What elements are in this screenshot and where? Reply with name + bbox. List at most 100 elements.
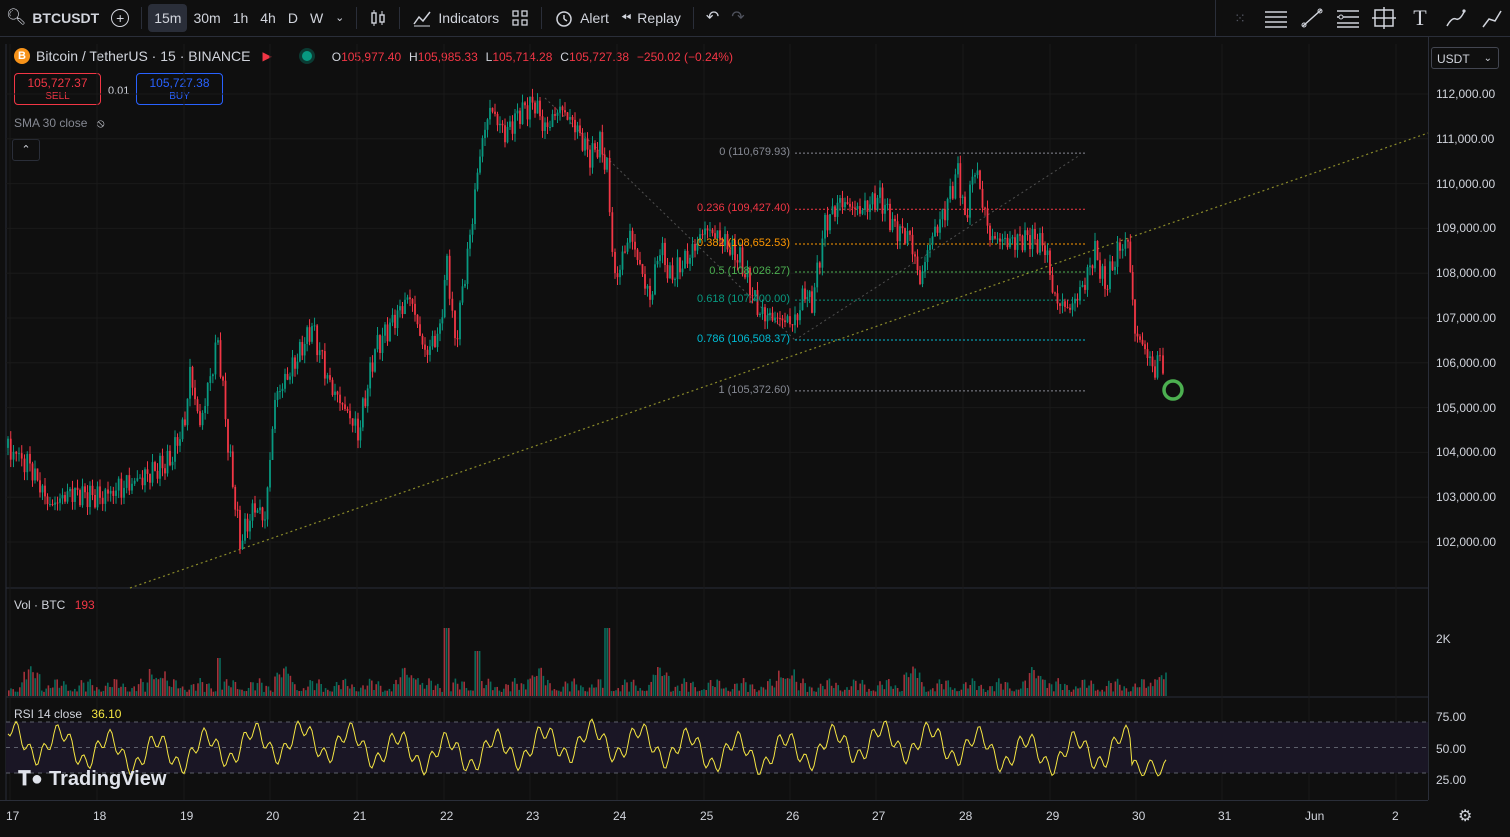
symbol-search-button[interactable]: 🔍︎ BTCUSDT bbox=[0, 4, 105, 32]
interval-dropdown-button[interactable]: ⌄ bbox=[329, 4, 350, 32]
volume-bar bbox=[157, 679, 160, 696]
replay-button[interactable]: ⏪︎ Replay bbox=[615, 4, 687, 32]
candle-body bbox=[1116, 242, 1119, 267]
tradingview-watermark[interactable]: 𝐓● TradingView bbox=[18, 768, 166, 791]
volume-bar bbox=[27, 669, 30, 696]
market-status-icon[interactable] bbox=[301, 51, 312, 61]
volume-bar bbox=[485, 684, 487, 696]
volume-bar bbox=[267, 686, 270, 696]
interval-w[interactable]: W bbox=[304, 4, 329, 32]
candle-body bbox=[239, 510, 241, 549]
candle-body bbox=[1154, 366, 1156, 378]
candle-body bbox=[1029, 235, 1031, 250]
interval-30m[interactable]: 30m bbox=[187, 4, 226, 32]
volume-bar bbox=[628, 691, 630, 696]
volume-bar bbox=[80, 680, 83, 696]
volume-bar bbox=[987, 690, 989, 696]
volume-bar bbox=[1013, 691, 1015, 696]
candle-body bbox=[39, 480, 41, 493]
candle-body bbox=[109, 490, 112, 494]
compare-symbol-button[interactable]: + bbox=[105, 4, 135, 32]
volume-bar bbox=[1004, 681, 1007, 696]
volume-bar bbox=[113, 679, 116, 696]
candle-body bbox=[496, 113, 499, 126]
interval-label: D bbox=[287, 10, 298, 26]
time-tick-label: 19 bbox=[180, 809, 194, 823]
price-axis[interactable] bbox=[1428, 36, 1510, 800]
candle-body bbox=[721, 239, 724, 246]
candle-body bbox=[364, 398, 367, 407]
volume-bar bbox=[1026, 688, 1029, 696]
indicators-button[interactable]: Indicators bbox=[406, 4, 505, 32]
tool-lines[interactable] bbox=[1260, 4, 1292, 32]
volume-bar bbox=[650, 681, 652, 696]
tool-text[interactable]: T bbox=[1404, 4, 1436, 32]
candle-body bbox=[54, 502, 56, 505]
settings-gear-icon[interactable]: ⚙︎ bbox=[1458, 808, 1473, 825]
currency-selector[interactable]: USDT ⌄ bbox=[1431, 47, 1499, 69]
tool-trend-line[interactable] bbox=[1296, 4, 1328, 32]
volume-bar bbox=[228, 685, 230, 696]
alert-button[interactable]: Alert bbox=[548, 4, 615, 32]
candle-body bbox=[829, 214, 831, 231]
candle-body bbox=[764, 307, 766, 322]
time-axis[interactable] bbox=[0, 800, 1428, 837]
volume-bar bbox=[877, 685, 879, 696]
volume-bar bbox=[927, 691, 930, 696]
volume-bar bbox=[815, 691, 817, 696]
candle-body bbox=[991, 236, 994, 241]
volume-bar bbox=[254, 690, 256, 696]
interval-4h[interactable]: 4h bbox=[254, 4, 282, 32]
undo-button[interactable]: ↶ bbox=[700, 4, 725, 32]
volume-bar bbox=[333, 686, 336, 696]
volume-bar bbox=[217, 658, 219, 696]
brush-icon bbox=[1446, 9, 1466, 27]
volume-bar bbox=[571, 681, 573, 696]
templates-button[interactable] bbox=[505, 4, 535, 32]
volume-bar bbox=[965, 682, 967, 696]
tool-fib[interactable] bbox=[1332, 4, 1364, 32]
candle-body bbox=[1086, 267, 1089, 290]
volume-bar bbox=[65, 684, 67, 696]
interval-15m[interactable]: 15m bbox=[148, 4, 188, 32]
volume-bar bbox=[859, 683, 861, 696]
sell-button[interactable]: 105,727.37 SELL bbox=[14, 73, 101, 105]
candle-body bbox=[291, 357, 294, 377]
candle-body bbox=[774, 317, 776, 321]
volume-bar bbox=[461, 681, 463, 696]
price-tick-label: 110,000.00 bbox=[1436, 176, 1496, 191]
chart-type-button[interactable] bbox=[363, 4, 393, 32]
candle-body bbox=[1009, 238, 1011, 248]
candle-body bbox=[1149, 356, 1151, 359]
candle-body bbox=[999, 238, 1001, 242]
candle-body bbox=[84, 486, 86, 493]
candle-body bbox=[551, 114, 554, 127]
candle-body bbox=[94, 495, 96, 508]
tool-measure[interactable] bbox=[1368, 4, 1400, 32]
tool-pattern[interactable] bbox=[1476, 4, 1508, 32]
eye-hidden-icon[interactable]: ⦸ bbox=[96, 116, 105, 130]
candle-body bbox=[359, 427, 362, 441]
sma-indicator-label[interactable]: SMA 30 close ⦸ bbox=[14, 116, 105, 131]
volume-bar bbox=[71, 691, 74, 696]
volume-series bbox=[8, 628, 1167, 696]
volume-bar bbox=[817, 687, 820, 696]
symbol-title[interactable]: Bitcoin / TetherUS · 15 · BINANCE bbox=[36, 48, 251, 64]
buy-button[interactable]: 105,727.38 BUY bbox=[136, 73, 223, 105]
volume-bar bbox=[481, 681, 483, 696]
interval-1h[interactable]: 1h bbox=[227, 4, 255, 32]
tool-brush[interactable] bbox=[1440, 4, 1472, 32]
flag-icon[interactable]: ▶ bbox=[262, 49, 272, 63]
volume-bar bbox=[758, 690, 760, 696]
volume-bar bbox=[879, 681, 881, 696]
collapse-legend-button[interactable]: ⌃ bbox=[12, 139, 40, 161]
redo-button[interactable]: ↷ bbox=[725, 4, 750, 32]
volume-bar bbox=[498, 690, 501, 696]
interval-d[interactable]: D bbox=[282, 4, 304, 32]
candle-body bbox=[964, 196, 966, 216]
time-tick-label: 29 bbox=[1046, 809, 1060, 823]
candle-body bbox=[1056, 293, 1059, 304]
candle-body bbox=[1101, 266, 1104, 279]
drag-handle[interactable]: ⁙ bbox=[1224, 4, 1256, 32]
